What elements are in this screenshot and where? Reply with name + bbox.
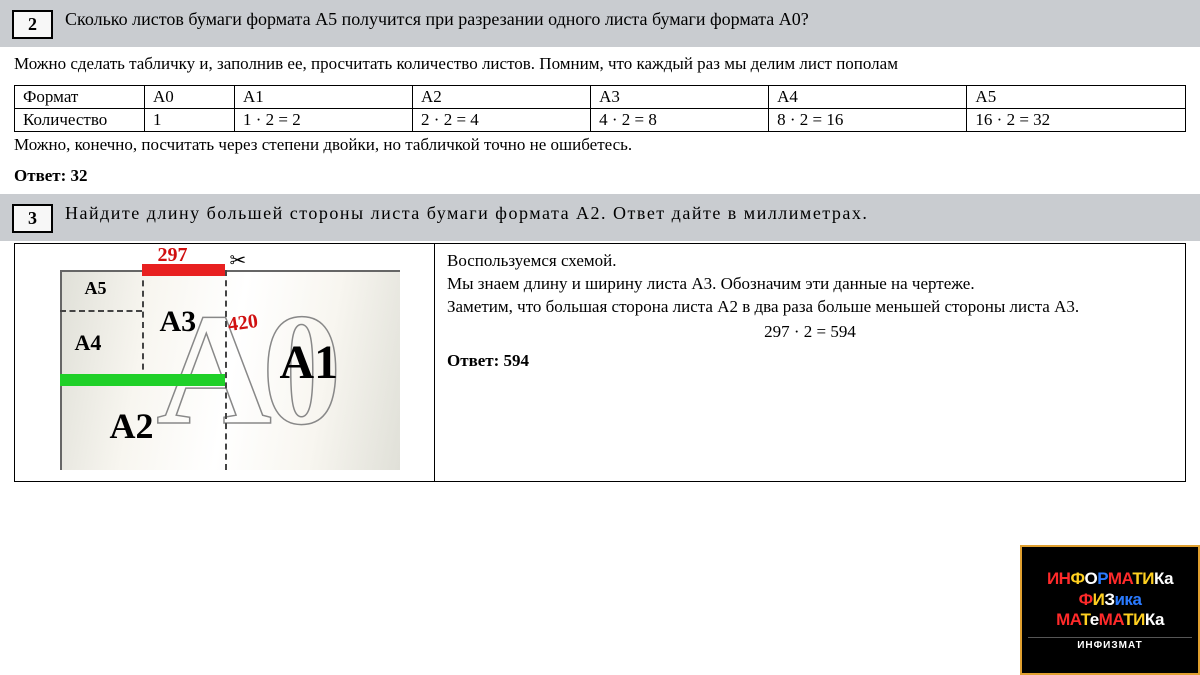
- annotation-420: 420: [226, 310, 259, 337]
- table-cell: A0: [145, 86, 235, 109]
- logo-sub: ИНФИЗМАТ: [1028, 637, 1192, 651]
- logo-line-matematika: МАТеМАТИКа: [1056, 610, 1164, 630]
- table-cell: A4: [769, 86, 967, 109]
- label-a1: A1: [280, 335, 339, 390]
- dash-line: [142, 270, 144, 380]
- problem2-explain-before: Можно сделать табличку и, заполнив ее, п…: [0, 47, 1200, 81]
- table-cell: 1: [145, 109, 235, 132]
- problem3-number: 3: [12, 204, 53, 233]
- table-cell: 2 · 2 = 4: [413, 109, 591, 132]
- problem3-container: A0 297 420 ✂ A5 A4 A3 A2 A1 Воспользуемс…: [14, 243, 1186, 482]
- problem3-answer: Ответ: 594: [447, 350, 1173, 373]
- solution-line: Мы знаем длину и ширину листа А3. Обозна…: [447, 273, 1173, 296]
- problem3-header: 3 Найдите длину большей стороны листа бу…: [0, 194, 1200, 241]
- row-label: Формат: [15, 86, 145, 109]
- solution-line: Воспользуемся схемой.: [447, 250, 1173, 273]
- table-cell: A3: [591, 86, 769, 109]
- problem2-explain-after: Можно, конечно, посчитать через степени …: [0, 134, 1200, 162]
- label-a3: A3: [160, 305, 197, 339]
- green-bar: [60, 374, 225, 386]
- table-cell: 4 · 2 = 8: [591, 109, 769, 132]
- table-cell: A2: [413, 86, 591, 109]
- diagram-cell: A0 297 420 ✂ A5 A4 A3 A2 A1: [15, 244, 435, 481]
- label-a5: A5: [85, 278, 107, 299]
- problem2-text: Сколько листов бумаги формата А5 получит…: [65, 8, 809, 31]
- row-label: Количество: [15, 109, 145, 132]
- formats-table: Формат A0 A1 A2 A3 A4 A5 Количество 1 1 …: [14, 85, 1186, 132]
- table-cell: 1 · 2 = 2: [234, 109, 412, 132]
- problem2-number: 2: [12, 10, 53, 39]
- table-cell: 16 · 2 = 32: [967, 109, 1186, 132]
- problem3-text: Найдите длину большей стороны листа бума…: [65, 202, 868, 225]
- label-a2: A2: [110, 405, 154, 447]
- problem2-answer: Ответ: 32: [0, 162, 1200, 194]
- annotation-297: 297: [158, 244, 188, 267]
- logo-line-fizika: ФИЗика: [1079, 590, 1142, 610]
- problem2-header: 2 Сколько листов бумаги формата А5 получ…: [0, 0, 1200, 47]
- dash-line: [225, 270, 227, 470]
- logo-line-informatika: ИНФОРМАТИКа: [1047, 569, 1173, 589]
- solution-cell: Воспользуемся схемой. Мы знаем длину и ш…: [435, 244, 1185, 481]
- paper-diagram: A0 297 420 ✂ A5 A4 A3 A2 A1: [30, 250, 420, 475]
- logo: ИНФОРМАТИКа ФИЗика МАТеМАТИКа ИНФИЗМАТ: [1020, 545, 1200, 675]
- dash-line: [60, 310, 142, 312]
- table-cell: 8 · 2 = 16: [769, 109, 967, 132]
- table-cell: A1: [234, 86, 412, 109]
- solution-line: Заметим, что большая сторона листа А2 в …: [447, 296, 1173, 319]
- label-a4: A4: [75, 330, 102, 356]
- table-cell: A5: [967, 86, 1186, 109]
- table-row: Формат A0 A1 A2 A3 A4 A5: [15, 86, 1186, 109]
- solution-equation: 297 · 2 = 594: [447, 319, 1173, 346]
- table-row: Количество 1 1 · 2 = 2 2 · 2 = 4 4 · 2 =…: [15, 109, 1186, 132]
- scissors-icon: ✂: [230, 248, 247, 273]
